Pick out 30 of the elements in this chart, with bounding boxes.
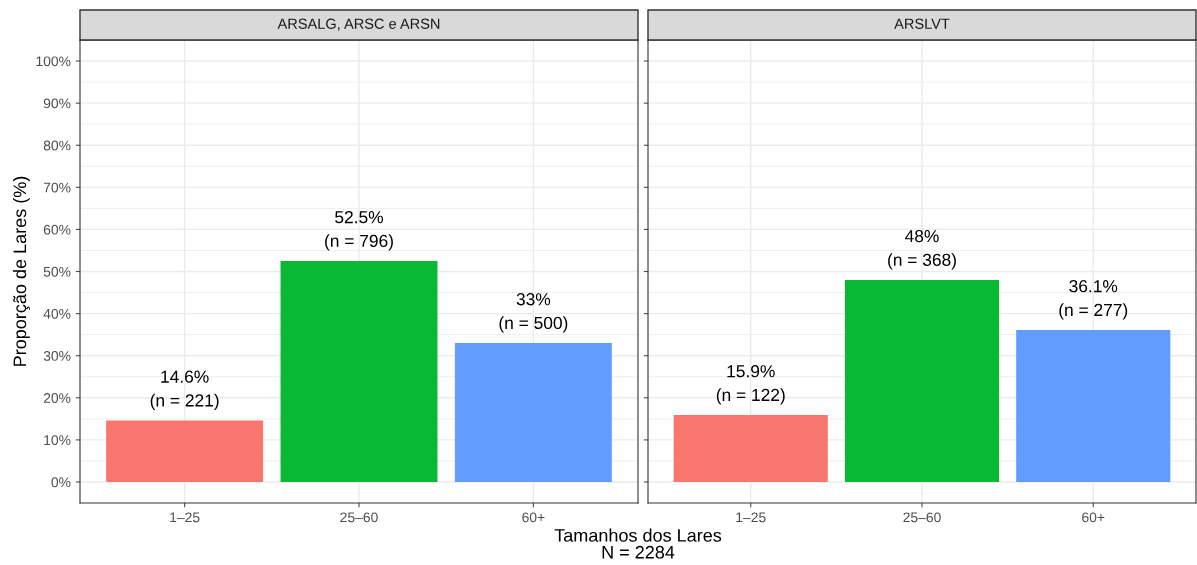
bar [106, 420, 264, 482]
data-label: 36.1% (n = 277) [1059, 280, 1128, 320]
y-tick-label: 50% [43, 266, 71, 277]
data-label: 15.9% (n = 122) [716, 365, 785, 405]
x-tick-label: 1–25 [170, 512, 200, 523]
data-label: 14.6% (n = 221) [150, 370, 219, 410]
y-tick-label: 40% [43, 308, 71, 319]
y-tick-label: 70% [43, 182, 71, 193]
y-tick-label: 30% [43, 351, 71, 361]
x-tick-label: 25–60 [340, 512, 378, 523]
y-tick-label: 0% [51, 477, 71, 488]
data-label: 52.5% (n = 796) [325, 211, 393, 251]
bar [454, 343, 612, 482]
y-tick-label: 60% [43, 224, 71, 235]
y-tick-label: 10% [44, 435, 71, 446]
x-tick-label: 25–60 [903, 512, 941, 523]
y-tick-label: 90% [43, 98, 71, 109]
chart-title: ARSLVT [894, 18, 950, 29]
y-axis-title: Proporção de Lares (%) [12, 176, 30, 366]
y-tick-label: 100% [36, 56, 71, 67]
x-tick-label: 60+ [522, 512, 545, 523]
x-tick-label: 60+ [1082, 512, 1105, 523]
data-label: 48% (n = 368) [888, 229, 956, 270]
data-label: 33% (n = 500) [499, 293, 568, 333]
chart-title: ARSALG, ARSC e ARSN [277, 18, 440, 31]
x-tick-label: 1–25 [736, 512, 766, 523]
y-tick-label: 80% [43, 140, 71, 151]
y-tick-label: 20% [43, 393, 71, 403]
x-axis-title: Tamanhos dos Lares N = 2284 [554, 528, 722, 559]
bar [280, 260, 438, 482]
